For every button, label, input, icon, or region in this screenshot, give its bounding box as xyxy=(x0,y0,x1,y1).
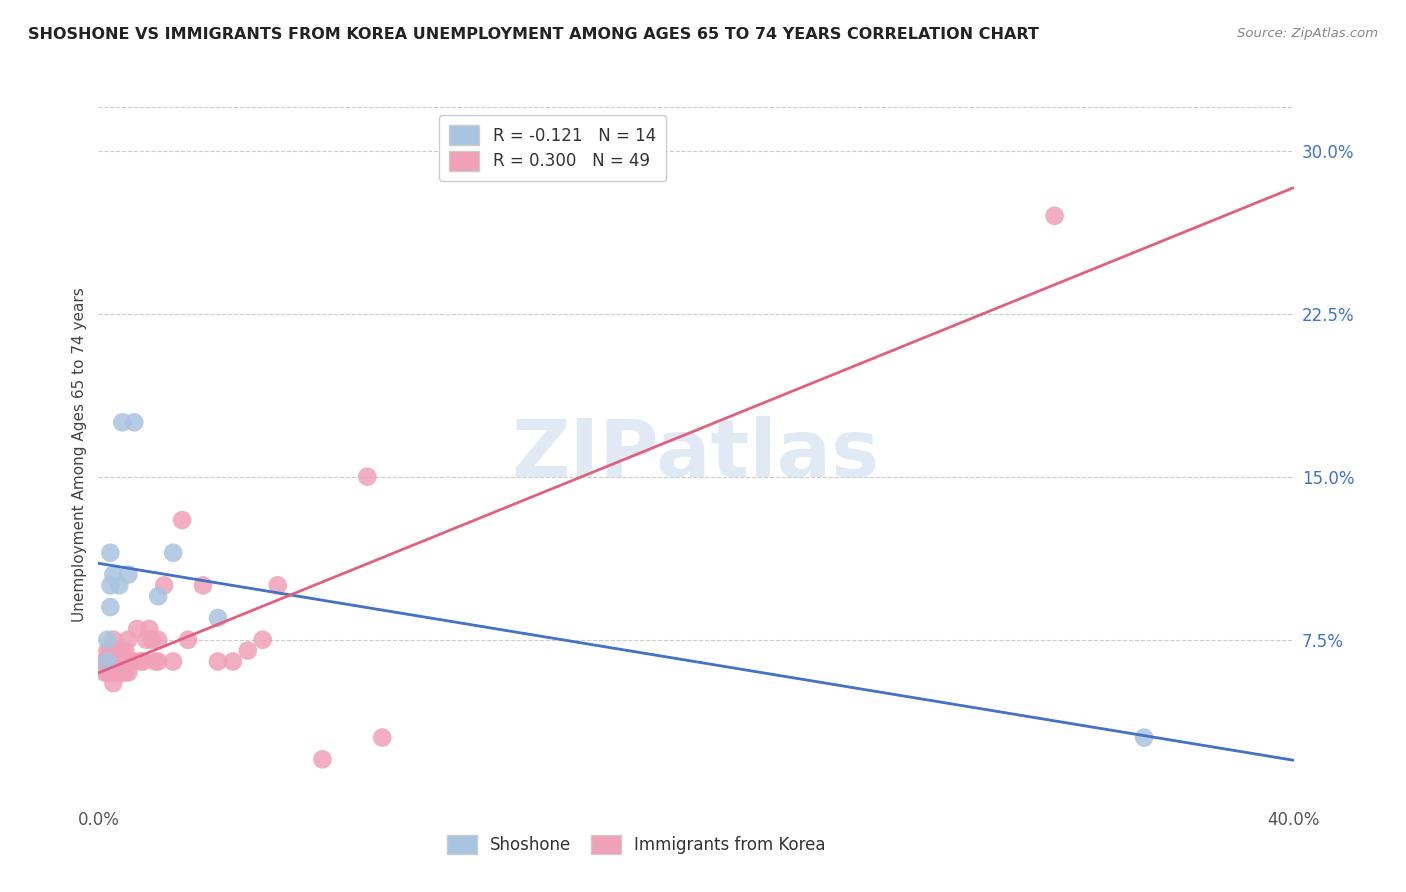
Point xyxy=(153,578,176,592)
Point xyxy=(177,632,200,647)
Point xyxy=(108,578,131,592)
Point xyxy=(100,643,122,657)
Point xyxy=(148,655,170,669)
Point xyxy=(96,655,118,669)
Point xyxy=(1043,209,1066,223)
Point xyxy=(103,643,125,657)
Text: Source: ZipAtlas.com: Source: ZipAtlas.com xyxy=(1237,27,1378,40)
Point xyxy=(105,665,128,680)
Text: ZIPatlas: ZIPatlas xyxy=(512,416,880,494)
Point xyxy=(127,622,149,636)
Point xyxy=(135,632,157,647)
Point xyxy=(108,643,131,657)
Point xyxy=(124,655,146,669)
Point xyxy=(236,643,259,657)
Point xyxy=(93,655,115,669)
Point xyxy=(111,665,134,680)
Point xyxy=(148,632,170,647)
Point xyxy=(96,655,118,669)
Point xyxy=(93,665,115,680)
Point xyxy=(114,665,136,680)
Point xyxy=(191,578,214,592)
Point xyxy=(96,632,118,647)
Point xyxy=(117,567,139,582)
Point xyxy=(311,752,333,766)
Point xyxy=(111,655,134,669)
Point xyxy=(120,655,142,669)
Point xyxy=(111,643,134,657)
Point xyxy=(207,655,229,669)
Point xyxy=(172,513,194,527)
Point xyxy=(267,578,290,592)
Point xyxy=(103,676,125,690)
Point xyxy=(96,665,118,680)
Point xyxy=(1133,731,1156,745)
Point xyxy=(100,665,122,680)
Point xyxy=(103,567,125,582)
Point xyxy=(117,665,139,680)
Point xyxy=(100,546,122,560)
Point xyxy=(100,578,122,592)
Point xyxy=(96,643,118,657)
Point xyxy=(117,632,139,647)
Point xyxy=(129,655,152,669)
Point xyxy=(162,546,184,560)
Point xyxy=(103,655,125,669)
Legend: Shoshone, Immigrants from Korea: Shoshone, Immigrants from Korea xyxy=(436,825,837,864)
Point xyxy=(100,600,122,615)
Point xyxy=(222,655,245,669)
Point xyxy=(207,611,229,625)
Point xyxy=(108,655,131,669)
Point xyxy=(148,589,170,603)
Point xyxy=(132,655,155,669)
Point xyxy=(138,622,160,636)
Text: SHOSHONE VS IMMIGRANTS FROM KOREA UNEMPLOYMENT AMONG AGES 65 TO 74 YEARS CORRELA: SHOSHONE VS IMMIGRANTS FROM KOREA UNEMPL… xyxy=(28,27,1039,42)
Y-axis label: Unemployment Among Ages 65 to 74 years: Unemployment Among Ages 65 to 74 years xyxy=(72,287,87,623)
Point xyxy=(103,632,125,647)
Point xyxy=(143,655,166,669)
Point xyxy=(114,643,136,657)
Point xyxy=(162,655,184,669)
Point xyxy=(124,415,146,429)
Point xyxy=(111,415,134,429)
Point xyxy=(108,665,131,680)
Point xyxy=(356,469,378,483)
Point xyxy=(105,655,128,669)
Point xyxy=(141,632,163,647)
Point xyxy=(371,731,394,745)
Point xyxy=(103,665,125,680)
Point xyxy=(252,632,274,647)
